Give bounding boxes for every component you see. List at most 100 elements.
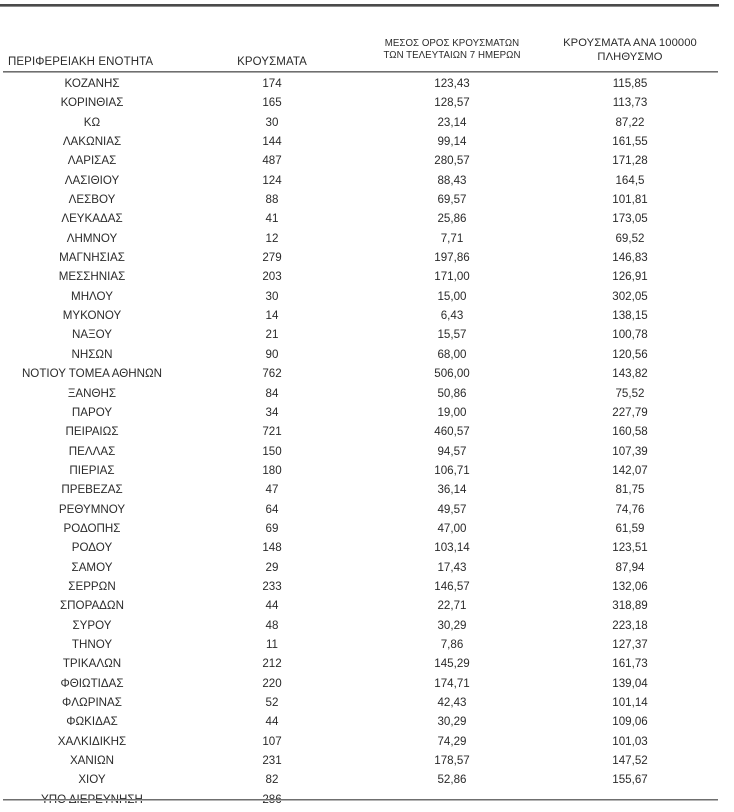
cell-per-100000: 101,81 [612, 193, 648, 207]
table-row: ΝΗΣΩΝ 90 68,00 120,56 [0, 345, 734, 364]
table-row: ΛΕΥΚΑΔΑΣ 41 25,86 173,05 [0, 209, 734, 228]
cell-avg-7day: 506,00 [434, 367, 470, 381]
cell-region: ΛΗΜΝΟΥ [66, 231, 118, 245]
cell-avg-7day: 123,43 [434, 77, 470, 90]
cell-per-100000: 87,22 [615, 115, 645, 129]
cell-per-100000: 101,03 [612, 734, 648, 748]
cell-cases: 44 [265, 715, 279, 729]
cell-per-100000: 120,56 [612, 347, 648, 361]
cell-cases: 47 [265, 483, 279, 497]
cell-per-100000: 100,78 [612, 328, 648, 342]
cell-per-100000: 115,85 [612, 77, 648, 90]
table-body: ΚΟΖΑΝΗΣ 174 123,43 115,85 ΚΟΡΙΝΘΙΑΣ 165 128,57… [0, 74, 734, 809]
cell-cases: 69 [265, 521, 279, 535]
cell-per-100000: 161,73 [612, 657, 648, 671]
cell-avg-7day: 15,00 [437, 289, 467, 303]
cell-cases: 84 [265, 386, 279, 400]
cell-avg-7day: 197,86 [434, 251, 470, 265]
cell-cases: 52 [265, 696, 279, 709]
cell-per-100000: 318,89 [612, 599, 648, 613]
cell-avg-7day: 17,43 [437, 560, 467, 574]
cell-cases: 124 [262, 173, 282, 187]
cell-region: ΜΕΣΣΗΝΙΑΣ [58, 270, 126, 284]
cell-region: ΠΕΛΛΑΣ [68, 444, 116, 458]
cell-region: ΧΑΝΙΩΝ [69, 754, 115, 768]
cell-avg-7day: 52,86 [437, 773, 467, 787]
column-header-avg-7day-line2: ΤΩΝ ΤΕΛΕΥΤΑΙΩΝ 7 ΗΜΕΡΩΝ [383, 50, 521, 62]
cell-cases: 231 [262, 754, 282, 768]
cell-region: ΠΕΙΡΑΙΩΣ [65, 425, 119, 439]
cell-per-100000: 160,58 [612, 425, 648, 439]
cell-cases: 220 [262, 676, 282, 690]
cell-avg-7day: 146,57 [434, 579, 470, 593]
cell-region: ΚΟΡΙΝΘΙΑΣ [60, 96, 124, 110]
table-row: ΠΡΕΒΕΖΑΣ 47 36,14 81,75 [0, 480, 734, 499]
cell-per-100000: 161,55 [612, 135, 648, 149]
table-row: ΜΥΚΟΝΟΥ 14 6,43 138,15 [0, 306, 734, 325]
table-row: ΡΕΘΥΜΝΟΥ 64 49,57 74,76 [0, 500, 734, 519]
cell-per-100000: 127,37 [612, 637, 648, 651]
cell-per-100000: 227,79 [612, 405, 648, 419]
cell-per-100000: 109,06 [612, 715, 648, 729]
column-header-per-100000-line1: ΚΡΟΥΣΜΑΤΑ ΑΝΑ 100000 [563, 37, 697, 49]
cell-per-100000: 126,91 [612, 270, 648, 284]
cell-per-100000: 123,51 [612, 541, 648, 555]
cell-cases: 165 [262, 96, 282, 110]
cell-region: ΞΑΝΘΗΣ [67, 386, 117, 400]
table-row: ΛΑΚΩΝΙΑΣ 144 99,14 161,55 [0, 132, 734, 151]
table-row: ΠΕΛΛΑΣ 150 94,57 107,39 [0, 442, 734, 461]
cell-avg-7day: 68,00 [437, 347, 467, 361]
cell-region: ΣΠΟΡΑΔΩΝ [60, 599, 124, 613]
table-row: ΠΑΡΟΥ 34 19,00 227,79 [0, 403, 734, 422]
table-row: ΛΕΣΒΟΥ 88 69,57 101,81 [0, 190, 734, 209]
cell-cases: 148 [262, 541, 282, 555]
cell-avg-7day: 50,86 [437, 386, 467, 400]
cell-avg-7day: 36,14 [437, 483, 467, 497]
cell-avg-7day: 145,29 [434, 657, 470, 671]
table-row: ΣΕΡΡΩΝ 233 146,57 132,06 [0, 577, 734, 596]
cell-avg-7day: 49,57 [437, 502, 467, 516]
cell-per-100000: 146,83 [612, 251, 648, 265]
cell-cases: 48 [265, 618, 279, 632]
table-top-rule [0, 4, 719, 7]
table-row: ΧΑΝΙΩΝ 231 178,57 147,52 [0, 751, 734, 770]
cell-cases: 487 [262, 154, 282, 168]
cell-per-100000: 155,67 [612, 773, 648, 787]
cell-region: ΛΕΣΒΟΥ [68, 193, 116, 207]
cell-avg-7day: 7,86 [440, 637, 464, 651]
column-header-avg-7day: ΜΕΣΟΣ ΟΡΟΣ ΚΡΟΥΣΜΑΤΩΝ ΤΩΝ ΤΕΛΕΥΤΑΙΩΝ 7 Η… [360, 38, 544, 62]
cell-per-100000: 101,14 [612, 696, 648, 709]
table-row: ΧΑΛΚΙΔΙΚΗΣ 107 74,29 101,03 [0, 732, 734, 751]
cell-avg-7day: 460,57 [434, 425, 470, 439]
cell-avg-7day: 23,14 [437, 115, 467, 129]
cell-region: ΜΑΓΝΗΣΙΑΣ [59, 251, 125, 265]
table-row: ΚΟΖΑΝΗΣ 174 123,43 115,85 [0, 74, 734, 93]
cell-region: ΤΡΙΚΑΛΩΝ [62, 657, 122, 671]
table-row: ΤΡΙΚΑΛΩΝ 212 145,29 161,73 [0, 654, 734, 673]
cell-avg-7day: 15,57 [437, 328, 467, 342]
cell-cases: 107 [262, 734, 282, 748]
cell-cases: 12 [265, 231, 279, 245]
cell-per-100000: 61,59 [615, 521, 645, 535]
cell-region: ΤΗΝΟΥ [71, 637, 113, 651]
cell-avg-7day: 174,71 [434, 676, 470, 690]
column-header-per-100000-line2: ΠΛΗΘΥΣΜΟ [597, 51, 663, 63]
cell-region: ΣΥΡΟΥ [72, 618, 112, 632]
cell-cases: 82 [265, 773, 279, 787]
cell-avg-7day: 94,57 [437, 444, 467, 458]
cell-avg-7day: 25,86 [437, 212, 467, 226]
cell-region: ΚΩ [83, 115, 101, 129]
cell-cases: 88 [265, 193, 279, 207]
cell-per-100000: 74,76 [615, 502, 645, 516]
column-header-per-100000: ΚΡΟΥΣΜΑΤΑ ΑΝΑ 100000 ΠΛΗΘΥΣΜΟ [540, 36, 720, 64]
cell-region: ΡΟΔΟΥ [71, 541, 113, 555]
cell-avg-7day: 74,29 [437, 734, 467, 748]
cell-per-100000: 87,94 [615, 560, 645, 574]
cell-cases: 203 [262, 270, 282, 284]
cell-region: ΝΟΤΙΟΥ ΤΟΜΕΑ ΑΘΗΝΩΝ [21, 367, 163, 381]
table-row: ΣΑΜΟΥ 29 17,43 87,94 [0, 558, 734, 577]
cell-avg-7day: 171,00 [434, 270, 470, 284]
cell-avg-7day: 7,71 [440, 231, 464, 245]
table-row: ΝΑΞΟΥ 21 15,57 100,78 [0, 325, 734, 344]
